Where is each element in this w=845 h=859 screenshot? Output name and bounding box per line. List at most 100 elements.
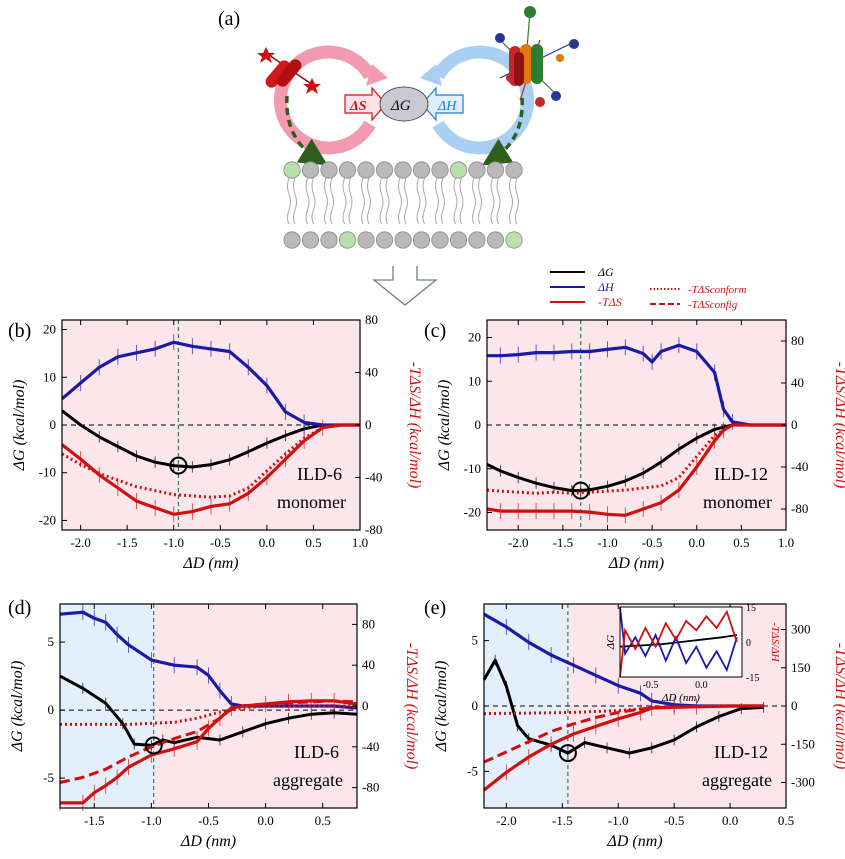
x-axis-label: ΔD (nm) [182, 555, 238, 572]
y2-tick-label: 40 [365, 365, 378, 380]
minimum-marker-circle [169, 456, 188, 475]
annotation-line-1: ILD-6 [297, 464, 342, 484]
y2-tick-label: 40 [791, 375, 804, 390]
lipid-tail [367, 177, 371, 225]
lipid-tail [459, 177, 464, 225]
lipid-tail [490, 177, 495, 225]
lipid-head [357, 231, 375, 249]
legend-conform-label: -TΔSconform [688, 284, 746, 296]
inset-y2-axis-label: -TΔS/ΔH [769, 622, 781, 662]
y2-axis-label: -TΔS/ΔH (kcal/mol) [832, 643, 845, 770]
lipid-head [375, 231, 394, 249]
delta-g-ellipse [379, 86, 429, 122]
y-tick-label: 0 [48, 702, 55, 717]
legend-dh-label: ΔH [597, 280, 615, 294]
x-tick-label: -0.5 [210, 535, 231, 550]
lipid-head [394, 161, 412, 179]
series-line-ΔG [482, 658, 764, 755]
x-tick-label: -1.0 [597, 535, 618, 550]
y2-axis-label: -TΔS/ΔH (kcal/mol) [403, 643, 420, 770]
y-tick-label: 20 [468, 330, 481, 345]
down-arrow [372, 266, 438, 306]
x-tick-label: -0.5 [664, 813, 685, 828]
lipid-tail [287, 177, 291, 225]
lipid-head [505, 161, 523, 179]
y-tick-label: 0 [475, 417, 482, 432]
y2-tick-label: -40 [362, 739, 379, 754]
lipid-tail [422, 177, 427, 225]
delta-h-label: ΔH [437, 99, 457, 114]
x-tick-label: 0.0 [722, 813, 738, 828]
enthalpy-arrowhead [420, 64, 442, 86]
panel-label: (c) [424, 320, 446, 342]
y2-tick-label: -80 [791, 501, 808, 516]
lipid-head [394, 231, 412, 249]
lipid-head [468, 161, 486, 179]
lipid-tail [435, 177, 439, 225]
insertion-arrow-left [285, 95, 328, 166]
lipid-head [449, 231, 468, 249]
x-tick-label: -1.0 [141, 813, 162, 828]
y-tick-label: 10 [43, 369, 56, 384]
y2-tick-label: 150 [791, 660, 811, 675]
y-axis-label: ΔG (kcal/mol) [11, 380, 28, 472]
panel-label: (e) [424, 597, 446, 619]
series-line--TΔSconform [486, 423, 786, 495]
legend: ΔG ΔH -TΔS -TΔSconform -TΔSconfig [550, 265, 746, 311]
chart-inset-e: -0.5 0.0 -15 0 15 ΔD (nm) ΔG -TΔS/ΔH [605, 603, 781, 704]
lipid-tail [441, 177, 445, 225]
x-tick-label: 1.0 [352, 535, 368, 550]
lipid-head [283, 231, 301, 249]
annotation-line-2: aggregate [702, 770, 772, 790]
lipid-head [338, 161, 357, 179]
series-line--TΔS [483, 704, 764, 792]
enthalpy-cycle-arrow [432, 45, 535, 155]
x-tick-label: 0.0 [257, 813, 273, 828]
lipid-head [505, 231, 523, 249]
y2-tick-label: -40 [791, 459, 808, 474]
minimum-marker-circle [144, 736, 163, 755]
x-tick-label: 1.0 [778, 535, 794, 550]
panel-a-label: (a) [218, 8, 240, 30]
inset-x-tick-label: 0.0 [695, 680, 708, 691]
y-tick-label: 0 [472, 698, 479, 713]
lipid-head [301, 231, 320, 249]
annotation-line-1: ILD-6 [294, 742, 339, 762]
lipid-tail [379, 177, 384, 225]
lipid-tail [361, 177, 365, 225]
inset-y2-tick-label: 15 [746, 603, 756, 614]
lipid-head [486, 161, 505, 179]
lipid-tail [330, 177, 334, 225]
inset-y2-tick-label: -15 [746, 673, 759, 684]
x-tick-label: -1.0 [163, 535, 184, 550]
series-line--TΔSconform [61, 423, 360, 499]
x-tick-label: 0.5 [733, 535, 749, 550]
annotation-line-2: monomer [277, 492, 346, 512]
legend-config-label: -TΔSconfig [688, 299, 738, 311]
lipid-head [283, 161, 301, 179]
lipid-tail [348, 177, 353, 225]
delta-h-arrow [421, 86, 464, 122]
panel-label: (d) [8, 597, 31, 619]
lipid-head [431, 231, 449, 249]
inset-series-ΔH [619, 606, 738, 673]
lipid-tail [472, 177, 476, 225]
lipid-head [357, 161, 375, 179]
inset-series--TΔS [619, 609, 738, 678]
y-tick-label: -20 [39, 512, 56, 527]
x-tick-label: -1.5 [117, 535, 138, 550]
lipid-head [449, 161, 468, 179]
x-tick-label: -0.5 [642, 535, 663, 550]
legend-tds-label: -TΔS [598, 295, 622, 309]
monomer-molecule-icon [257, 47, 321, 94]
y2-tick-label: -40 [365, 470, 382, 485]
inset-frame [619, 606, 743, 678]
lipid-head [412, 161, 431, 179]
series-line-ΔH [487, 343, 786, 427]
x-tick-label: -1.5 [84, 813, 105, 828]
x-tick-label: -1.5 [553, 535, 574, 550]
x-tick-label: 0.0 [259, 535, 275, 550]
annotation-line-2: aggregate [273, 770, 343, 790]
y2-tick-label: 300 [791, 622, 811, 637]
